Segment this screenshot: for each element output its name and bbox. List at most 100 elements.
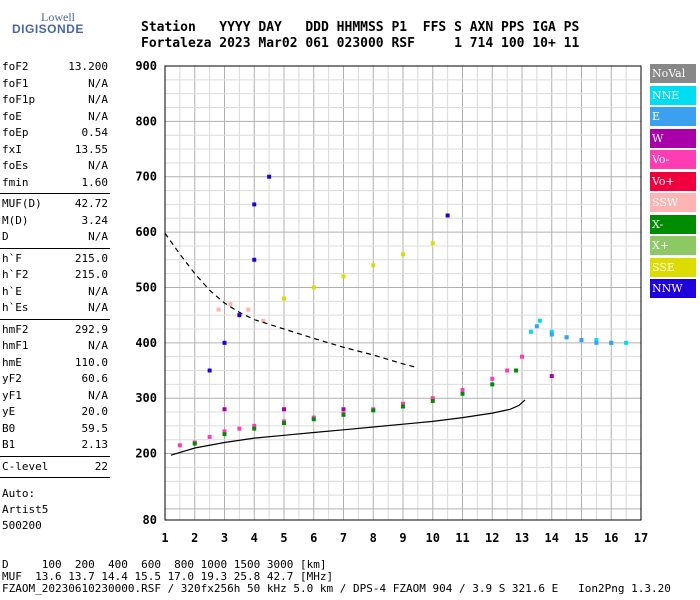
data-point xyxy=(311,417,316,422)
data-point xyxy=(549,332,554,337)
data-point xyxy=(177,443,182,448)
param-separator xyxy=(0,193,110,194)
data-point xyxy=(445,213,450,218)
legend-item-noval: NoVal xyxy=(650,64,696,83)
param-value: 215.0 xyxy=(74,268,108,281)
electron-density-profile-line xyxy=(170,399,526,456)
data-point xyxy=(222,407,227,412)
data-point xyxy=(341,412,346,417)
legend-item-nnw: NNW xyxy=(650,279,696,298)
data-point xyxy=(528,329,533,334)
data-point xyxy=(460,387,465,392)
data-point xyxy=(490,382,495,387)
data-point xyxy=(341,274,346,279)
param-row: h`E N/A xyxy=(2,285,108,299)
param-name: yE xyxy=(2,405,16,418)
data-point xyxy=(216,307,221,312)
data-point xyxy=(267,174,272,179)
param-name: foEs xyxy=(2,159,29,172)
y-tick-label: 200 xyxy=(135,447,157,461)
data-point xyxy=(505,368,510,373)
param-row: foF2 13.200 xyxy=(2,60,108,74)
param-value: 2.13 xyxy=(81,438,109,451)
y-tick-label: 800 xyxy=(135,114,157,128)
param-value: 292.9 xyxy=(74,322,108,336)
param-separator xyxy=(0,247,110,249)
digisonde-logo: Lowell DIGISONDE xyxy=(4,8,84,42)
data-point xyxy=(401,252,405,257)
data-point xyxy=(282,407,286,412)
param-row: fxI 13.55 xyxy=(2,143,108,157)
plot-frame xyxy=(164,65,642,521)
data-point xyxy=(237,426,242,431)
x-tick-label: 5 xyxy=(280,531,287,545)
header-line-2: Fortaleza 2023 Mar02 061 023000 RSF 1 71… xyxy=(141,36,580,51)
data-point xyxy=(564,335,569,340)
param-name: B1 xyxy=(2,438,16,451)
param-name: fxI xyxy=(2,142,22,156)
data-point xyxy=(430,398,435,403)
data-point xyxy=(222,432,227,437)
data-point xyxy=(282,421,286,426)
x-tick-label: 3 xyxy=(221,531,228,545)
param-name: hmE xyxy=(2,355,22,369)
data-point xyxy=(207,434,212,439)
param-name: C-level xyxy=(2,459,49,473)
data-point xyxy=(609,340,614,345)
legend-item-vo-: Vo- xyxy=(650,150,696,169)
data-point xyxy=(237,313,242,318)
x-tick-label: 4 xyxy=(251,531,258,545)
param-row: hmE 110.0 xyxy=(2,356,108,370)
data-point xyxy=(534,324,539,329)
param-value: 215.0 xyxy=(74,251,108,265)
param-row: C-level 22 xyxy=(2,460,108,474)
y-tick-label: 80 xyxy=(143,513,157,527)
data-point xyxy=(252,423,257,428)
param-row: foE N/A xyxy=(2,110,108,124)
station-header: Station YYYY DAY DDD HHMMSS P1 FFS S AXN… xyxy=(141,20,579,52)
data-point xyxy=(207,368,212,373)
data-point xyxy=(460,391,465,396)
param-name: foF1 xyxy=(2,76,29,90)
param-row: D N/A xyxy=(2,230,108,244)
param-value: N/A xyxy=(88,301,108,314)
x-tick-label: 7 xyxy=(340,531,347,545)
param-name: fmin xyxy=(2,175,29,189)
data-point xyxy=(311,285,316,290)
param-name: h`Es xyxy=(2,301,29,314)
data-point xyxy=(371,263,376,268)
param-row: B0 59.5 xyxy=(2,422,108,436)
data-point xyxy=(401,401,405,406)
param-name: M(D) xyxy=(2,213,29,227)
param-separator xyxy=(0,477,110,478)
param-separator xyxy=(0,318,110,320)
data-point xyxy=(594,340,599,345)
data-point xyxy=(430,241,435,246)
muf-dashed-line xyxy=(164,232,419,369)
param-value: N/A xyxy=(88,93,108,106)
x-tick-label: 10 xyxy=(426,531,440,545)
param-name: h`F2 xyxy=(2,268,29,281)
x-tick-label: 1 xyxy=(161,531,168,545)
legend-item-vo-: Vo+ xyxy=(650,171,696,191)
param-value: 0.54 xyxy=(81,126,109,139)
param-value: 22 xyxy=(94,459,108,473)
chart-points xyxy=(177,174,629,448)
param-name: foE xyxy=(2,109,22,123)
param-value: 3.24 xyxy=(81,213,109,227)
param-value: N/A xyxy=(88,339,108,352)
param-name: hmF2 xyxy=(2,322,29,336)
param-value: 110.0 xyxy=(74,355,108,369)
y-tick-label: 700 xyxy=(135,170,157,184)
param-value: N/A xyxy=(88,230,108,243)
legend-item-w: W xyxy=(650,128,696,148)
data-point xyxy=(246,307,251,312)
param-name: yF2 xyxy=(2,372,22,385)
data-point xyxy=(537,318,542,323)
param-row: fmin 1.60 xyxy=(2,176,108,190)
data-point xyxy=(514,368,519,373)
x-tick-label: 13 xyxy=(515,531,529,545)
footer-muf-line: MUF 13.6 13.7 14.4 15.5 17.0 19.3 25.8 4… xyxy=(2,570,334,583)
